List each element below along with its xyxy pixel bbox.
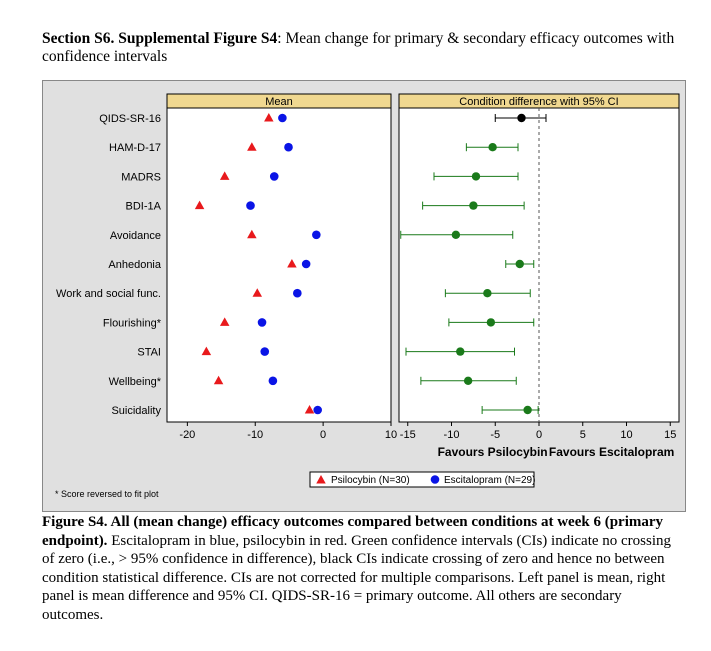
- difference-estimate-marker: [515, 259, 524, 269]
- psilocybin-marker: [252, 288, 263, 297]
- category-label: Avoidance: [110, 230, 161, 242]
- favours-psilocybin-label: Favours Psilocybin: [438, 445, 548, 459]
- difference-x-tick-label: 10: [620, 429, 632, 441]
- escitalopram-marker: [313, 405, 322, 415]
- figure-caption-rest: Escitalopram in blue, psilocybin in red.…: [42, 532, 672, 623]
- footnote: * Score reversed to fit plot: [55, 489, 159, 499]
- figure-title: Section S6. Supplemental Figure S4: Mean…: [42, 30, 682, 66]
- psilocybin-marker: [201, 346, 212, 356]
- category-label: HAM-D-17: [109, 142, 161, 154]
- legend-escitalopram-label: Escitalopram (N=29): [444, 475, 535, 486]
- mean-plot-area: [166, 107, 392, 423]
- psilocybin-marker: [213, 375, 224, 385]
- difference-estimate-marker: [483, 289, 492, 298]
- category-label: Wellbeing*: [109, 376, 162, 388]
- difference-estimate-marker: [486, 318, 496, 327]
- figure-panel: Mean Condition difference with 95% CI QIDS…: [42, 80, 686, 512]
- category-label: Suicidality: [111, 405, 161, 417]
- escitalopram-marker: [284, 142, 293, 152]
- mean-x-tick-label: 0: [320, 429, 326, 441]
- category-label: Anhedonia: [108, 259, 161, 271]
- figure-caption: Figure S4. All (mean change) efficacy ou…: [42, 513, 674, 624]
- psilocybin-marker: [247, 229, 257, 239]
- psilocybin-marker: [194, 200, 205, 210]
- difference-panel-header-text: Condition difference with 95% CI: [459, 96, 618, 108]
- category-label: QIDS-SR-16: [99, 113, 161, 125]
- category-label: Flourishing*: [103, 317, 162, 329]
- legend-escitalopram-marker: [430, 475, 440, 484]
- escitalopram-marker: [260, 347, 270, 356]
- mean-x-tick-label: -10: [247, 429, 263, 441]
- mean-panel-header-text: Mean: [265, 96, 293, 108]
- category-label: Work and social func.: [56, 288, 161, 300]
- psilocybin-marker: [287, 259, 297, 268]
- difference-estimate-marker: [488, 143, 497, 152]
- escitalopram-marker: [301, 259, 311, 269]
- escitalopram-marker: [312, 230, 321, 240]
- legend-psilocybin-marker: [316, 475, 326, 484]
- difference-estimate-marker: [469, 201, 478, 210]
- difference-x-tick-label: 15: [664, 429, 676, 441]
- difference-x-tick-label: 5: [580, 429, 586, 441]
- category-label: STAI: [137, 347, 161, 359]
- escitalopram-marker: [268, 376, 278, 386]
- psilocybin-marker: [304, 405, 315, 414]
- psilocybin-marker: [264, 113, 274, 122]
- escitalopram-marker: [269, 172, 279, 181]
- escitalopram-marker: [293, 288, 302, 298]
- difference-x-tick-label: 0: [536, 429, 542, 441]
- favours-escitalopram-label: Favours Escitalopram: [549, 445, 674, 459]
- figure-caption-bold: Figure S4. All (mean change) efficacy ou…: [42, 514, 664, 549]
- forest-plot: Mean Condition difference with 95% CI QIDS…: [56, 93, 680, 488]
- psilocybin-marker: [247, 142, 257, 151]
- category-label: MADRS: [121, 171, 161, 183]
- legend-psilocybin-label: Psilocybin (N=30): [331, 475, 410, 486]
- psilocybin-marker: [219, 317, 230, 326]
- difference-estimate-marker: [451, 230, 461, 239]
- legend-box: [309, 471, 535, 488]
- escitalopram-marker: [257, 318, 267, 327]
- difference-estimate-marker: [471, 172, 481, 181]
- escitalopram-marker: [278, 113, 287, 123]
- difference-estimate-marker: [456, 347, 465, 356]
- psilocybin-marker: [219, 171, 230, 180]
- mean-x-tick-label: 10: [385, 429, 397, 441]
- difference-estimate-marker: [523, 405, 532, 415]
- difference-x-tick-label: -5: [490, 429, 500, 441]
- difference-estimate-marker: [463, 376, 473, 385]
- mean-x-tick-label: -20: [179, 429, 195, 441]
- escitalopram-marker: [246, 201, 255, 210]
- difference-x-tick-label: -15: [400, 429, 416, 441]
- difference-x-tick-label: -10: [444, 429, 460, 441]
- figure-title-bold: Section S6. Supplemental Figure S4: [42, 30, 278, 47]
- category-label: BDI-1A: [126, 201, 162, 213]
- difference-estimate-marker: [517, 113, 526, 123]
- figure-title-rest: : Mean change for primary & secondary ef…: [42, 30, 675, 65]
